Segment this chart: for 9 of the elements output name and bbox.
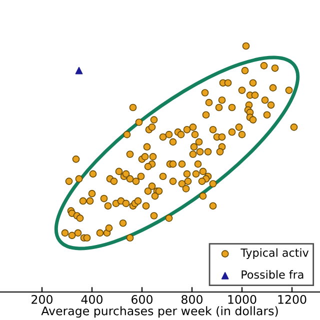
x-tick-label: 1200	[278, 294, 306, 304]
x-tick-label: 800	[182, 294, 202, 304]
x-tick-label: 1000	[228, 294, 256, 304]
legend-label: Possible fra	[242, 270, 304, 279]
x-tick-label: 400	[81, 294, 102, 304]
legend-label: Typical activ	[240, 248, 309, 260]
x-tick-label: 200	[32, 294, 52, 304]
x-axis-title: Average purchases per week (in dollars)	[41, 306, 278, 318]
x-tick-label: 600	[132, 294, 152, 304]
